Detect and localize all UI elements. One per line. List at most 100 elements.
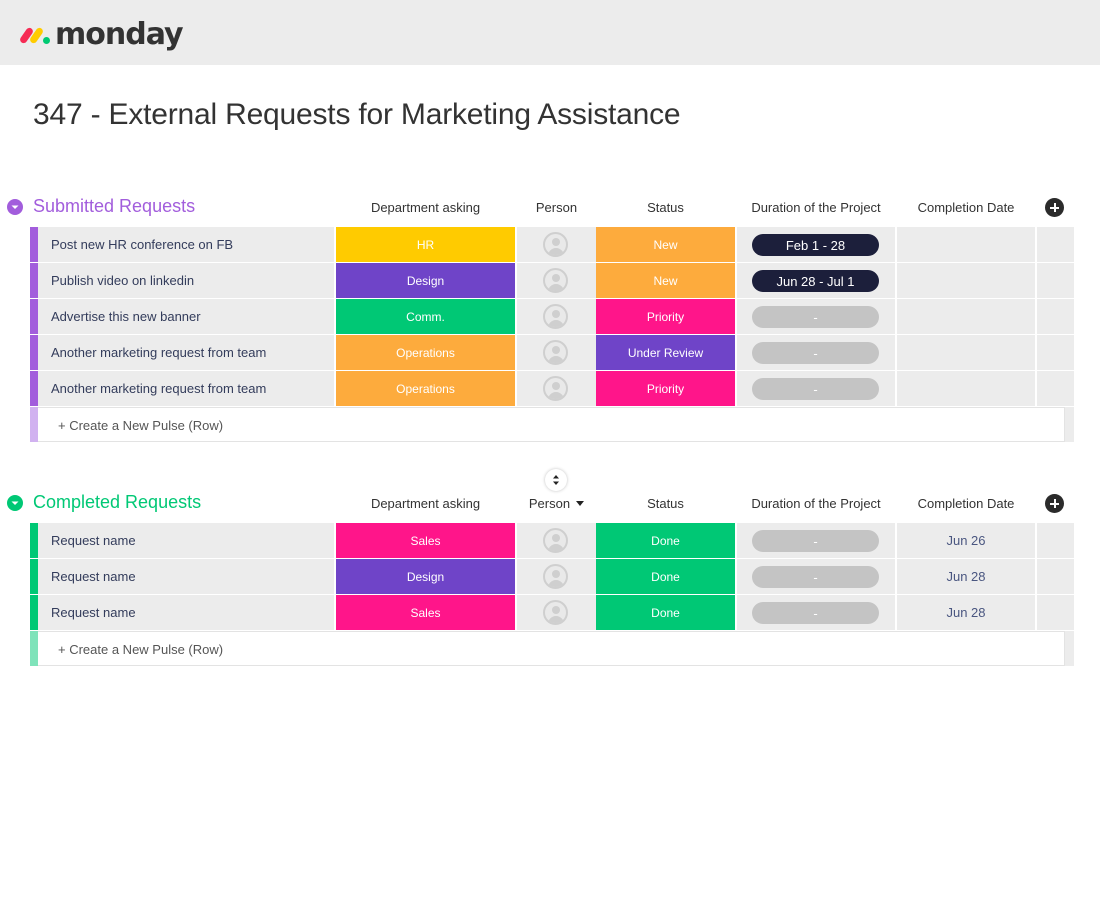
sort-icon[interactable]: [545, 469, 567, 491]
timeline-pill[interactable]: Jun 28 - Jul 1: [752, 270, 879, 292]
completion-date-cell[interactable]: [897, 263, 1035, 298]
department-cell[interactable]: Sales: [336, 523, 515, 558]
status-cell[interactable]: New: [596, 227, 735, 262]
status-cell[interactable]: Priority: [596, 299, 735, 334]
department-cell[interactable]: Operations: [336, 371, 515, 406]
department-cell[interactable]: HR: [336, 227, 515, 262]
timeline-pill[interactable]: -: [752, 602, 879, 624]
completion-date-cell[interactable]: [897, 299, 1035, 334]
person-cell[interactable]: [517, 263, 596, 298]
chevron-down-icon[interactable]: [576, 501, 585, 506]
duration-cell[interactable]: -: [737, 595, 895, 630]
item-name-cell[interactable]: Another marketing request from team: [38, 335, 334, 370]
timeline-pill[interactable]: -: [752, 342, 879, 364]
item-name-cell[interactable]: Request name: [38, 559, 334, 594]
person-cell[interactable]: [517, 595, 596, 630]
table-row[interactable]: Post new HR conference on FB HR New Feb …: [30, 227, 1074, 262]
person-avatar-icon[interactable]: [543, 304, 568, 329]
person-cell[interactable]: [517, 335, 596, 370]
column-header-completion-date[interactable]: Completion Date: [917, 496, 1015, 511]
department-cell[interactable]: Sales: [336, 595, 515, 630]
table-row[interactable]: Publish video on linkedin Design New Jun…: [30, 263, 1074, 298]
item-name-cell[interactable]: Another marketing request from team: [38, 371, 334, 406]
table-row[interactable]: Request name Sales Done - Jun 28: [30, 595, 1074, 630]
column-header-person[interactable]: Person: [535, 200, 578, 215]
person-avatar-icon[interactable]: [543, 340, 568, 365]
table-row[interactable]: Request name Sales Done - Jun 26: [30, 523, 1074, 558]
timeline-pill[interactable]: -: [752, 306, 879, 328]
extra-cell: [1037, 335, 1074, 370]
add-column-icon[interactable]: [1045, 198, 1064, 217]
timeline-pill[interactable]: -: [752, 530, 879, 552]
person-cell[interactable]: [517, 523, 596, 558]
column-header-duration[interactable]: Duration of the Project: [751, 200, 881, 215]
column-header-department[interactable]: Department asking: [370, 200, 481, 215]
status-cell[interactable]: Done: [596, 559, 735, 594]
timeline-pill[interactable]: -: [752, 378, 879, 400]
collapse-group-icon[interactable]: [7, 199, 23, 215]
status-cell[interactable]: Done: [596, 523, 735, 558]
duration-cell[interactable]: -: [737, 559, 895, 594]
item-name-cell[interactable]: Request name: [38, 595, 334, 630]
timeline-pill[interactable]: Feb 1 - 28: [752, 234, 879, 256]
column-header-person[interactable]: Person: [517, 496, 596, 511]
person-avatar-icon[interactable]: [543, 600, 568, 625]
table-row[interactable]: Advertise this new banner Comm. Priority…: [30, 299, 1074, 334]
duration-cell[interactable]: -: [737, 371, 895, 406]
completion-date-cell[interactable]: [897, 335, 1035, 370]
column-header-duration[interactable]: Duration of the Project: [751, 496, 881, 511]
item-name-cell[interactable]: Request name: [38, 523, 334, 558]
column-header-department[interactable]: Department asking: [370, 496, 481, 511]
create-pulse-input[interactable]: + Create a New Pulse (Row): [38, 407, 1065, 442]
table-row[interactable]: Another marketing request from team Oper…: [30, 335, 1074, 370]
person-cell[interactable]: [517, 227, 596, 262]
create-pulse-input[interactable]: + Create a New Pulse (Row): [38, 631, 1065, 666]
table-row[interactable]: Another marketing request from team Oper…: [30, 371, 1074, 406]
column-header-status[interactable]: Status: [647, 200, 684, 215]
department-cell[interactable]: Comm.: [336, 299, 515, 334]
timeline-pill[interactable]: -: [752, 566, 879, 588]
table-row[interactable]: Request name Design Done - Jun 28: [30, 559, 1074, 594]
group-title[interactable]: Completed Requests: [33, 492, 202, 512]
department-cell[interactable]: Design: [336, 559, 515, 594]
completion-date-cell[interactable]: Jun 28: [897, 559, 1035, 594]
extra-cell: [1037, 263, 1074, 298]
item-name-cell[interactable]: Post new HR conference on FB: [38, 227, 334, 262]
person-cell[interactable]: [517, 299, 596, 334]
person-cell[interactable]: [517, 371, 596, 406]
completion-date-cell[interactable]: Jun 28: [897, 595, 1035, 630]
add-column-icon[interactable]: [1045, 494, 1064, 513]
logo-text: monday: [55, 16, 184, 52]
duration-cell[interactable]: -: [737, 523, 895, 558]
column-header-status[interactable]: Status: [647, 496, 684, 511]
person-cell[interactable]: [517, 559, 596, 594]
duration-cell[interactable]: Feb 1 - 28: [737, 227, 895, 262]
department-cell[interactable]: Design: [336, 263, 515, 298]
row-color-bar: [30, 227, 38, 262]
department-cell[interactable]: Operations: [336, 335, 515, 370]
create-pulse-row[interactable]: + Create a New Pulse (Row): [30, 407, 1074, 442]
column-header-completion-date[interactable]: Completion Date: [917, 200, 1015, 215]
status-cell[interactable]: New: [596, 263, 735, 298]
status-cell[interactable]: Under Review: [596, 335, 735, 370]
create-pulse-row[interactable]: + Create a New Pulse (Row): [30, 631, 1074, 666]
person-avatar-icon[interactable]: [543, 268, 568, 293]
duration-cell[interactable]: Jun 28 - Jul 1: [737, 263, 895, 298]
collapse-group-icon[interactable]: [7, 495, 23, 511]
board-title[interactable]: 347 - External Requests for Marketing As…: [33, 98, 681, 131]
completion-date-cell[interactable]: [897, 371, 1035, 406]
completion-date-cell[interactable]: Jun 26: [897, 523, 1035, 558]
status-cell[interactable]: Priority: [596, 371, 735, 406]
person-avatar-icon[interactable]: [543, 232, 568, 257]
monday-logo[interactable]: monday: [18, 14, 184, 54]
item-name-cell[interactable]: Publish video on linkedin: [38, 263, 334, 298]
person-avatar-icon[interactable]: [543, 564, 568, 589]
completion-date-cell[interactable]: [897, 227, 1035, 262]
group-title[interactable]: Submitted Requests: [33, 196, 196, 216]
person-avatar-icon[interactable]: [543, 528, 568, 553]
status-cell[interactable]: Done: [596, 595, 735, 630]
duration-cell[interactable]: -: [737, 335, 895, 370]
duration-cell[interactable]: -: [737, 299, 895, 334]
person-avatar-icon[interactable]: [543, 376, 568, 401]
item-name-cell[interactable]: Advertise this new banner: [38, 299, 334, 334]
